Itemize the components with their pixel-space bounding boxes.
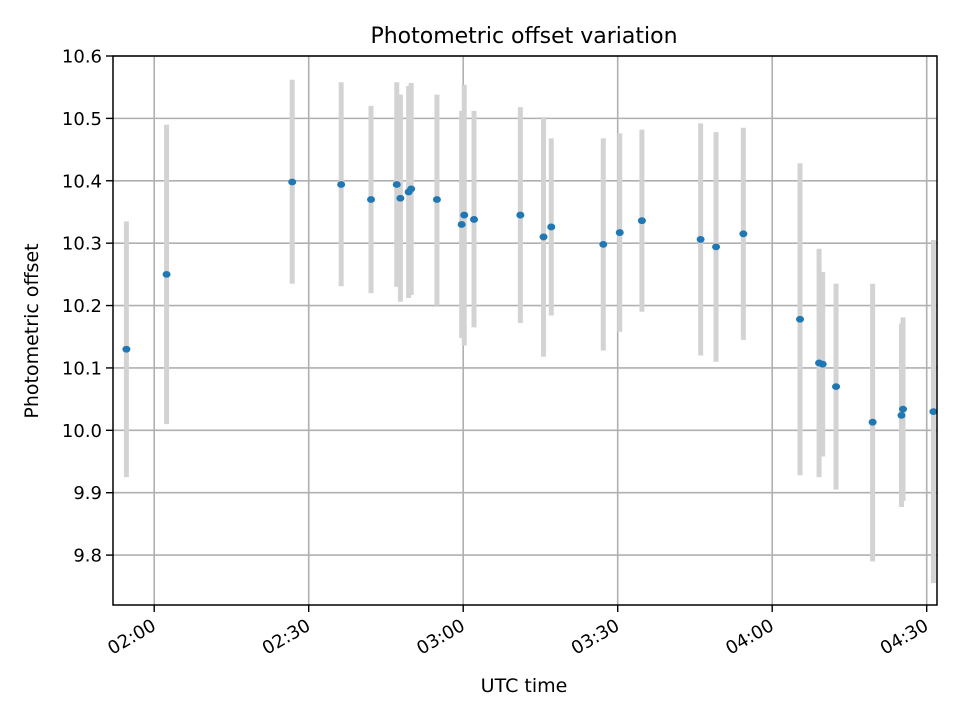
data-point — [547, 223, 556, 231]
y-axis-ticks: 9.8 9.9 10.0 10.1 10.2 10.3 10.4 10.5 10.6 — [62, 47, 113, 567]
data-points — [122, 178, 938, 426]
data-point — [539, 233, 548, 241]
data-point — [288, 178, 297, 186]
data-point — [470, 216, 479, 223]
data-point — [712, 243, 721, 251]
data-point — [162, 270, 171, 278]
plot-frame — [112, 55, 938, 606]
data-point — [407, 185, 416, 193]
data-point — [392, 181, 401, 188]
data-point — [516, 211, 525, 219]
y-tick-label: 10.0 — [62, 421, 102, 442]
data-point — [460, 211, 469, 219]
data-point — [929, 408, 938, 416]
data-point — [432, 196, 441, 203]
data-point — [396, 194, 405, 202]
data-point — [615, 229, 624, 236]
y-tick-label: 9.9 — [73, 483, 102, 504]
data-point — [457, 221, 466, 228]
data-point — [122, 345, 131, 353]
data-point — [599, 241, 608, 248]
y-tick-label: 10.4 — [62, 171, 102, 192]
y-tick-label: 10.2 — [62, 296, 102, 317]
data-point — [868, 418, 877, 426]
y-tick-label: 10.1 — [62, 358, 102, 379]
data-point — [832, 383, 841, 391]
data-point — [696, 236, 705, 243]
data-point — [796, 315, 805, 323]
data-point — [337, 181, 346, 188]
y-tick-label: 10.5 — [62, 109, 102, 130]
data-point — [637, 217, 646, 225]
y-tick-label: 10.3 — [62, 234, 102, 255]
chart-title: Photometric offset variation — [370, 24, 677, 49]
y-tick-label: 9.8 — [73, 546, 102, 567]
data-point — [897, 411, 906, 419]
data-point — [739, 230, 748, 238]
y-axis-label: Photometric offset — [21, 243, 43, 418]
data-point — [899, 405, 908, 413]
data-point — [818, 360, 827, 368]
y-tick-label: 10.6 — [62, 47, 102, 68]
data-point — [367, 196, 376, 203]
x-axis-label: UTC time — [481, 675, 568, 697]
